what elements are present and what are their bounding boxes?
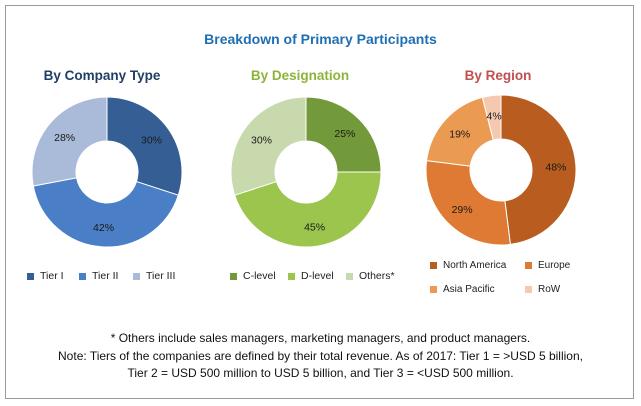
legend-item-europe: Europe — [525, 260, 570, 271]
legend-label: D-level — [301, 270, 334, 282]
legend-swatch — [346, 272, 353, 280]
legend-label: RoW — [538, 284, 561, 295]
data-label: 48% — [545, 162, 566, 174]
legend-item-row: RoW — [525, 284, 560, 295]
data-label: 45% — [304, 221, 325, 233]
legend-item-tier-3: Tier III — [133, 270, 175, 282]
data-label: 19% — [449, 129, 470, 141]
donut-hole — [76, 141, 138, 203]
data-label: 42% — [93, 222, 114, 234]
subtitle-company-type: By Company Type — [43, 68, 161, 83]
footnote-others: * Others include sales managers, marketi… — [110, 331, 531, 345]
legend-swatch — [525, 286, 532, 293]
legend-label: Others* — [359, 270, 395, 282]
legend-item-d-level: D-level — [288, 270, 334, 282]
legend-item-tier-2: Tier II — [79, 270, 118, 282]
legend-swatch — [525, 262, 532, 269]
data-label: 28% — [54, 132, 75, 144]
legend-item-tier-1: Tier I — [27, 270, 64, 282]
legend-swatch — [133, 272, 140, 280]
donut-hole — [470, 139, 532, 201]
data-label: 4% — [487, 110, 502, 122]
donut-company-type: 30% 42% 28% — [31, 96, 183, 248]
legend-label: North America — [443, 260, 507, 271]
footnote-tiers-line-1: Note: Tiers of the companies are defined… — [58, 349, 583, 363]
legend-item-asia-pacific: Asia Pacific — [430, 284, 495, 295]
legend-label: Tier III — [146, 270, 176, 282]
donut-designation: 25% 45% 30% — [230, 96, 382, 248]
legend-swatch — [430, 286, 437, 293]
data-label: 25% — [334, 128, 355, 140]
legend-item-others: Others* — [346, 270, 395, 282]
legend-item-c-level: C-level — [230, 270, 276, 282]
chart-title: Breakdown of Primary Participants — [204, 31, 437, 47]
donut-hole — [275, 141, 337, 203]
legend-label: Tier II — [92, 270, 119, 282]
legend-label: C-level — [243, 270, 276, 282]
legend-label: Europe — [538, 260, 571, 271]
data-label: 29% — [452, 204, 473, 216]
subtitle-designation: By Designation — [250, 68, 350, 83]
data-label: 30% — [251, 135, 272, 147]
data-label: 30% — [141, 135, 162, 147]
donut-region: 48% 29% 19% 4% — [425, 94, 577, 246]
legend-swatch — [430, 262, 437, 269]
legend-swatch — [79, 272, 86, 280]
legend-swatch — [27, 272, 34, 280]
subtitle-region: By Region — [464, 68, 532, 83]
footnote-tiers-line-2: Tier 2 = USD 500 million to USD 5 billio… — [127, 366, 514, 380]
legend-label: Asia Pacific — [443, 284, 495, 295]
legend-swatch — [230, 272, 237, 280]
legend-swatch — [288, 272, 295, 280]
legend-label: Tier I — [40, 270, 64, 282]
legend-item-north-america: North America — [430, 260, 506, 271]
